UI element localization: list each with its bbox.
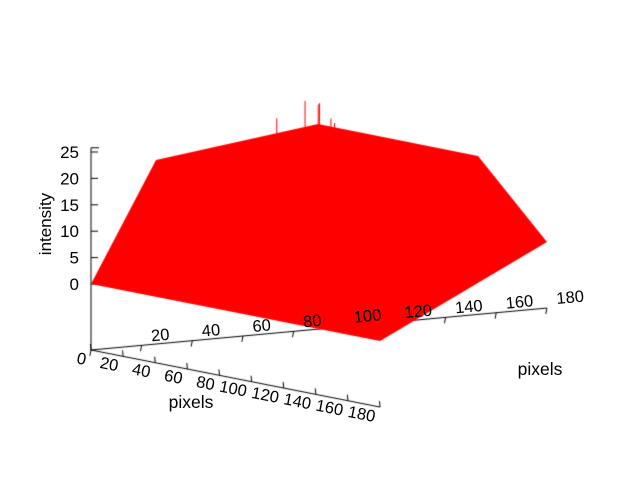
svg-text:60: 60	[163, 367, 184, 388]
svg-text:100: 100	[353, 306, 382, 326]
svg-text:120: 120	[404, 302, 433, 322]
svg-text:pixels: pixels	[169, 392, 214, 412]
svg-text:140: 140	[282, 390, 312, 413]
svg-text:20: 20	[60, 169, 79, 188]
svg-text:40: 40	[201, 321, 221, 341]
svg-text:20: 20	[150, 326, 170, 346]
svg-text:0: 0	[75, 349, 87, 368]
svg-text:15: 15	[60, 196, 79, 215]
svg-text:180: 180	[346, 403, 376, 426]
svg-text:0: 0	[70, 275, 79, 294]
svg-text:20: 20	[98, 354, 119, 375]
svg-text:100: 100	[218, 378, 248, 401]
svg-text:160: 160	[314, 397, 344, 420]
svg-text:5: 5	[70, 249, 79, 268]
svg-text:60: 60	[252, 316, 272, 336]
svg-text:180: 180	[556, 288, 585, 308]
svg-text:intensity: intensity	[36, 192, 55, 255]
svg-text:10: 10	[60, 222, 79, 241]
svg-text:25: 25	[60, 143, 79, 162]
svg-text:pixels: pixels	[518, 359, 563, 379]
svg-text:40: 40	[130, 360, 151, 381]
svg-text:160: 160	[505, 292, 534, 312]
svg-text:120: 120	[250, 384, 280, 407]
svg-text:140: 140	[454, 297, 483, 317]
svg-text:80: 80	[302, 312, 322, 332]
